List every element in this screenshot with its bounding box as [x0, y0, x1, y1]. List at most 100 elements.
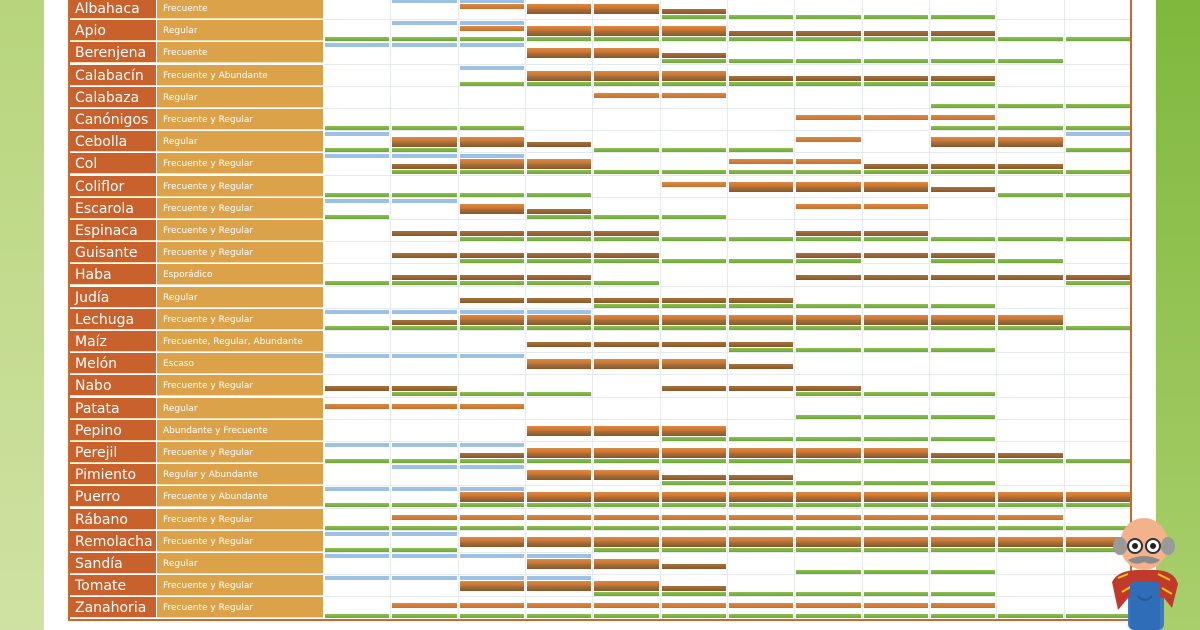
green-bar: [527, 281, 592, 286]
green-bar: [931, 414, 996, 419]
orange-bar: [392, 403, 457, 409]
month-cell: [391, 353, 459, 376]
month-cell: [324, 220, 392, 243]
green-bar: [796, 259, 861, 264]
month-cell: [997, 264, 1065, 287]
month-cell: [930, 109, 998, 132]
month-cell: [660, 597, 728, 619]
month-cell: [526, 353, 594, 376]
month-cell: [391, 20, 459, 43]
month-cell: [862, 0, 930, 21]
month-cell: [391, 131, 459, 154]
brown-bar: [459, 453, 524, 458]
blue-bar: [325, 443, 390, 447]
green-bar: [325, 325, 390, 330]
brown-bar: [863, 164, 928, 170]
orange-bar: [459, 4, 524, 9]
month-cell: [862, 64, 930, 87]
month-cell: [593, 331, 661, 354]
crop-name: Calabaza: [70, 86, 156, 108]
brown-bar: [729, 31, 794, 37]
month-cell: [526, 508, 594, 531]
brown-bar: [729, 297, 794, 303]
green-bar: [594, 281, 659, 286]
green-bar: [1065, 281, 1130, 286]
green-bar: [527, 170, 592, 175]
month-cell: [526, 331, 594, 354]
crop-frequency: Regular: [157, 131, 323, 153]
green-bar: [796, 37, 861, 42]
green-bar: [729, 303, 794, 308]
month-cell: [391, 442, 459, 465]
month-cell: [458, 197, 526, 220]
brown-bar: [661, 586, 726, 592]
month-cell: [930, 442, 998, 465]
month-cell: [593, 375, 661, 398]
blue-bar: [325, 531, 390, 536]
orange-bar: [863, 536, 928, 542]
month-cell: [458, 486, 526, 509]
green-bar: [661, 592, 726, 597]
brown-bar: [998, 142, 1063, 148]
brown-bar: [392, 275, 457, 281]
green-bar: [931, 15, 996, 19]
month-cell: [1064, 509, 1130, 531]
brown-bar: [931, 186, 996, 192]
month-cell: [526, 242, 594, 265]
brown-bar: [796, 497, 861, 503]
month-cell: [660, 0, 728, 21]
green-bar: [729, 81, 794, 86]
orange-bar: [729, 514, 794, 520]
month-cell: [660, 353, 728, 376]
blue-bar: [392, 154, 457, 159]
month-cell: [660, 442, 728, 465]
green-bar: [459, 192, 524, 197]
table-row: Calabaza Regular: [70, 86, 1130, 109]
orange-bar: [527, 26, 592, 32]
brown-bar: [863, 231, 928, 236]
green-bar: [459, 392, 524, 397]
green-bar: [1065, 237, 1130, 241]
month-cell: [458, 86, 526, 109]
brown-bar: [931, 31, 996, 37]
green-bar: [527, 259, 592, 264]
crop-frequency: Esporádico: [157, 264, 323, 286]
blue-bar: [459, 487, 524, 492]
orange-bar: [931, 514, 996, 520]
blue-bar: [392, 198, 457, 203]
month-cell: [930, 486, 998, 509]
blue-bar: [392, 21, 457, 26]
month-cell: [930, 597, 998, 619]
brown-bar: [661, 319, 726, 325]
month-cell: [930, 353, 998, 376]
brown-bar: [594, 9, 659, 14]
month-cell: [593, 220, 661, 243]
month-cell: [930, 220, 998, 243]
month-cell: [458, 597, 526, 619]
brown-bar: [594, 319, 659, 325]
green-bar: [931, 614, 996, 619]
month-cell: [862, 419, 930, 442]
crop-name: Remolacha: [70, 530, 156, 552]
green-bar: [459, 503, 524, 508]
crop-name: Berenjena: [70, 42, 156, 64]
month-cell: [324, 197, 392, 220]
green-bar: [527, 192, 592, 197]
green-bar: [1065, 148, 1130, 153]
green-bar: [796, 81, 861, 86]
green-bar: [796, 414, 861, 419]
month-cell: [593, 575, 661, 598]
blue-bar: [459, 154, 524, 159]
orange-bar: [527, 559, 592, 564]
month-cell: [458, 553, 526, 576]
green-bar: [863, 481, 928, 486]
month-cell: [930, 64, 998, 87]
month-cell: [391, 286, 459, 309]
month-cell: [593, 530, 661, 553]
green-bar: [931, 481, 996, 486]
crop-frequency: Frecuente y Abundante: [157, 486, 323, 508]
month-cell: [728, 197, 796, 220]
month-cell: [660, 153, 728, 176]
blue-bar: [527, 554, 592, 558]
green-bar: [325, 525, 390, 530]
